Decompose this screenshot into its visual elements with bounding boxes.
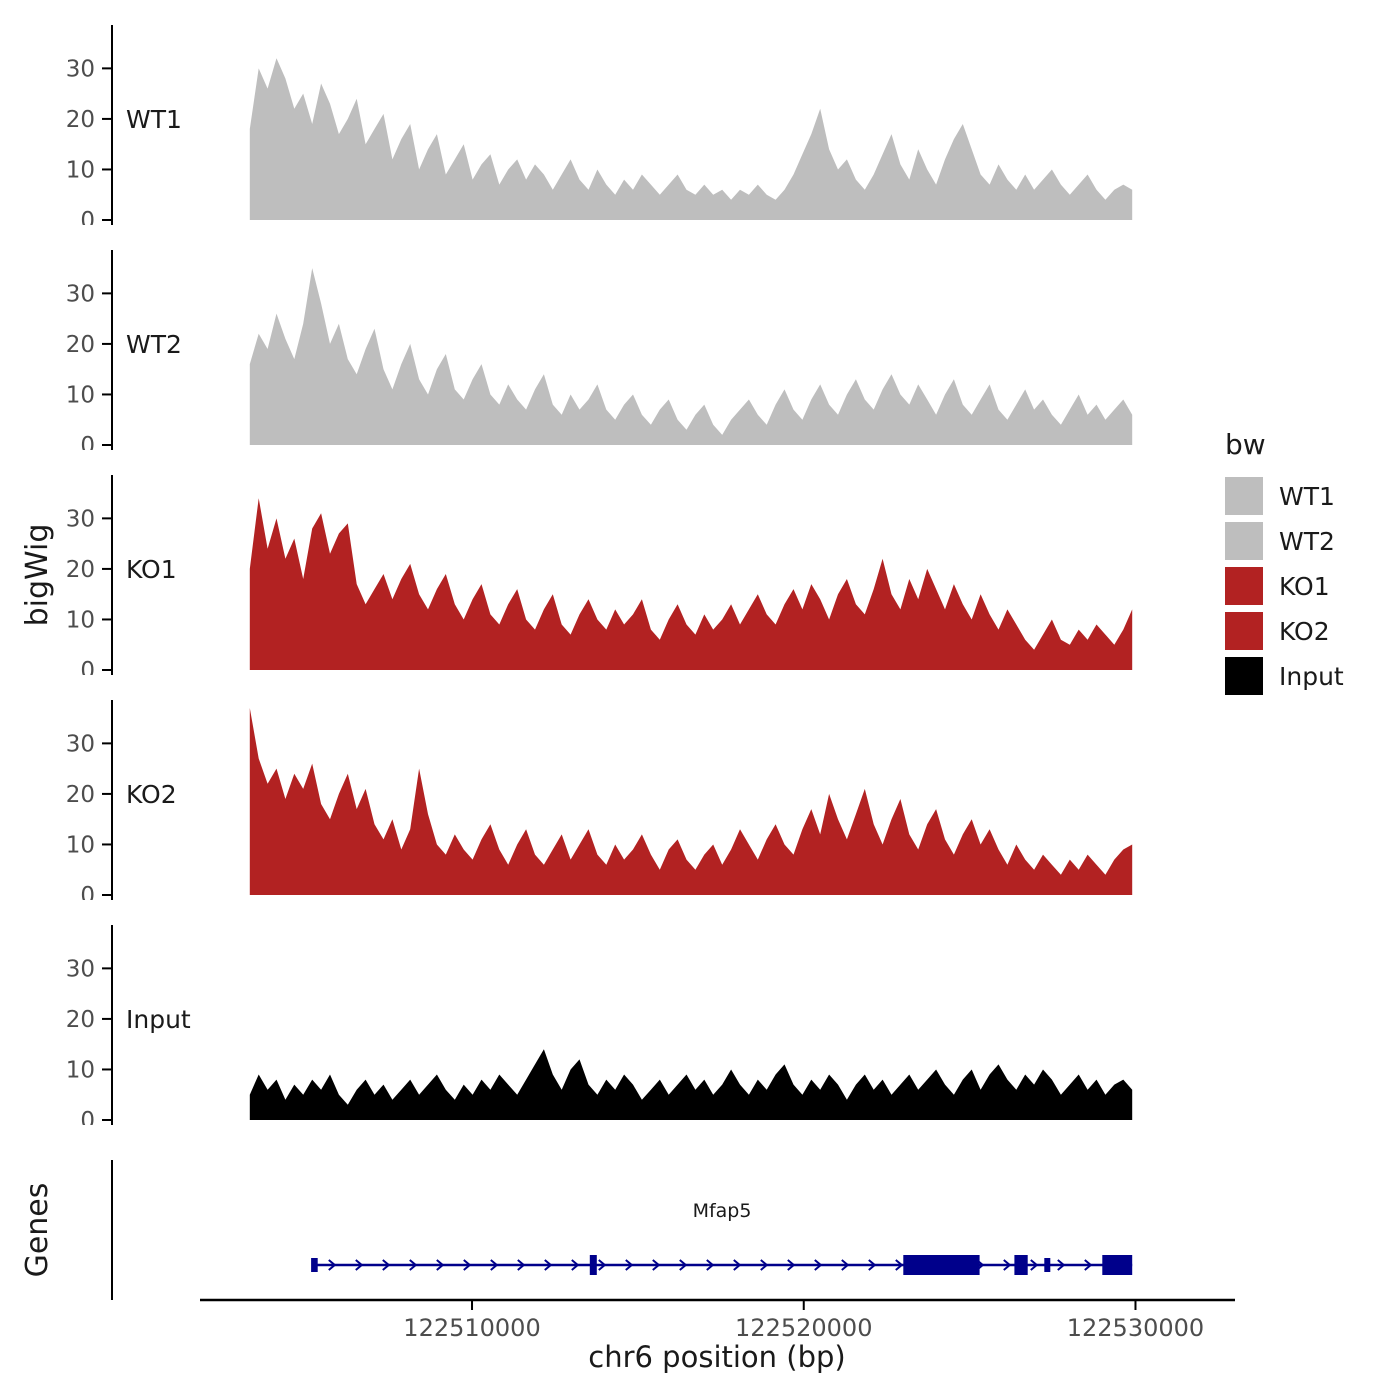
legend-entry-ko1: KO1 xyxy=(1225,567,1344,605)
gene-exon xyxy=(1044,1258,1051,1272)
strand-arrow-icon xyxy=(463,1259,472,1271)
track-label: KO1 xyxy=(126,555,177,584)
legend-title: bw xyxy=(1225,428,1266,461)
legend-label: KO1 xyxy=(1279,571,1330,601)
y-tick-label: 20 xyxy=(66,332,95,358)
strand-arrow-icon xyxy=(517,1259,526,1271)
y-tick-label: 30 xyxy=(66,281,95,307)
legend-swatch xyxy=(1225,657,1263,695)
strand-arrow-icon xyxy=(760,1259,769,1271)
strand-arrow-icon xyxy=(571,1259,580,1271)
legend-entry-input: Input xyxy=(1225,657,1344,695)
y-tick-label: 0 xyxy=(80,1108,95,1125)
x-tick-label: 122510000 xyxy=(403,1314,540,1342)
strand-arrow-icon xyxy=(490,1259,499,1271)
genes-track xyxy=(111,1160,1133,1300)
track-panel-wt2: 0 10 20 30 WT2 xyxy=(66,250,1133,450)
track-panel-input: 0 10 20 30 Input xyxy=(66,925,1133,1125)
strand-arrow-icon xyxy=(625,1259,634,1271)
y-tick-label: 20 xyxy=(66,557,95,583)
gene-exon xyxy=(589,1255,597,1275)
gene-name-label: Mfap5 xyxy=(692,1200,752,1222)
strand-arrow-icon xyxy=(409,1259,418,1271)
strand-arrow-icon xyxy=(787,1259,796,1271)
strand-arrow-icon xyxy=(679,1259,688,1271)
gene-exon xyxy=(311,1258,318,1272)
y-tick-label: 10 xyxy=(66,157,95,183)
strand-arrow-icon xyxy=(598,1259,607,1271)
y-tick-label: 10 xyxy=(66,1057,95,1083)
legend-entry-ko2: KO2 xyxy=(1225,612,1344,650)
strand-arrow-icon xyxy=(841,1259,850,1271)
legend: bw WT1 WT2 KO1 KO2 Input xyxy=(1225,428,1344,702)
y-tick-label: 0 xyxy=(80,883,95,900)
strand-arrow-icon xyxy=(328,1259,337,1271)
track-panel-ko1: 0 10 20 30 KO1 xyxy=(66,475,1133,675)
x-axis-title: chr6 position (bp) xyxy=(588,1340,846,1374)
strand-arrow-icon xyxy=(355,1259,364,1271)
y-tick-label: 10 xyxy=(66,382,95,408)
y-tick-label: 10 xyxy=(66,832,95,858)
track-panel-wt1: 0 10 20 30 WT1 xyxy=(66,25,1133,225)
coverage-area-wt1 xyxy=(249,58,1133,220)
strand-arrow-icon xyxy=(895,1259,904,1271)
y-tick-label: 20 xyxy=(66,782,95,808)
strand-arrow-icon xyxy=(652,1259,661,1271)
track-label: KO2 xyxy=(126,780,177,809)
y-tick-label: 10 xyxy=(66,607,95,633)
gene-exon xyxy=(1102,1255,1133,1275)
legend-swatch xyxy=(1225,612,1263,650)
strand-arrow-icon xyxy=(733,1259,742,1271)
y-tick-label: 20 xyxy=(66,1007,95,1033)
y-tick-label: 0 xyxy=(80,208,95,225)
strand-arrow-icon xyxy=(706,1259,715,1271)
coverage-area-input xyxy=(249,1049,1133,1120)
legend-entries: WT1 WT2 KO1 KO2 Input xyxy=(1225,477,1344,695)
y-tick-label: 20 xyxy=(66,107,95,133)
gene-exon xyxy=(1014,1255,1028,1275)
legend-swatch xyxy=(1225,477,1263,515)
x-axis-svg: 122510000 122520000 122530000 xyxy=(200,1298,1235,1342)
track-label: WT1 xyxy=(126,105,182,134)
y-tick-label: 30 xyxy=(66,506,95,532)
track-panel-ko2: 0 10 20 30 KO2 xyxy=(66,700,1133,900)
y-tick-label: 30 xyxy=(66,731,95,757)
strand-arrow-icon xyxy=(1003,1259,1012,1271)
strand-arrow-icon xyxy=(436,1259,445,1271)
strand-arrow-icon xyxy=(868,1259,877,1271)
y-tick-label: 30 xyxy=(66,56,95,82)
strand-arrow-icon xyxy=(1084,1259,1093,1271)
legend-label: KO2 xyxy=(1279,616,1330,646)
coverage-area-wt2 xyxy=(249,268,1133,445)
legend-entry-wt1: WT1 xyxy=(1225,477,1344,515)
strand-arrow-icon xyxy=(1030,1259,1039,1271)
coverage-area-ko1 xyxy=(249,498,1133,670)
strand-arrow-icon xyxy=(382,1259,391,1271)
strand-arrow-icon xyxy=(814,1259,823,1271)
y-tick-label: 0 xyxy=(80,433,95,450)
coverage-area-ko2 xyxy=(249,708,1133,895)
legend-entry-wt2: WT2 xyxy=(1225,522,1344,560)
x-tick-label: 122520000 xyxy=(735,1314,872,1342)
legend-label: WT1 xyxy=(1279,481,1335,511)
strand-arrow-icon xyxy=(544,1259,553,1271)
gene-exon xyxy=(903,1255,980,1275)
y-tick-label: 0 xyxy=(80,658,95,675)
legend-label: Input xyxy=(1279,661,1344,691)
strand-arrow-icon xyxy=(1057,1259,1066,1271)
legend-label: WT2 xyxy=(1279,526,1335,556)
legend-swatch xyxy=(1225,522,1263,560)
x-tick-label: 122530000 xyxy=(1067,1314,1204,1342)
y-tick-label: 30 xyxy=(66,956,95,982)
legend-swatch xyxy=(1225,567,1263,605)
track-label: WT2 xyxy=(126,330,182,359)
track-label: Input xyxy=(126,1005,191,1034)
